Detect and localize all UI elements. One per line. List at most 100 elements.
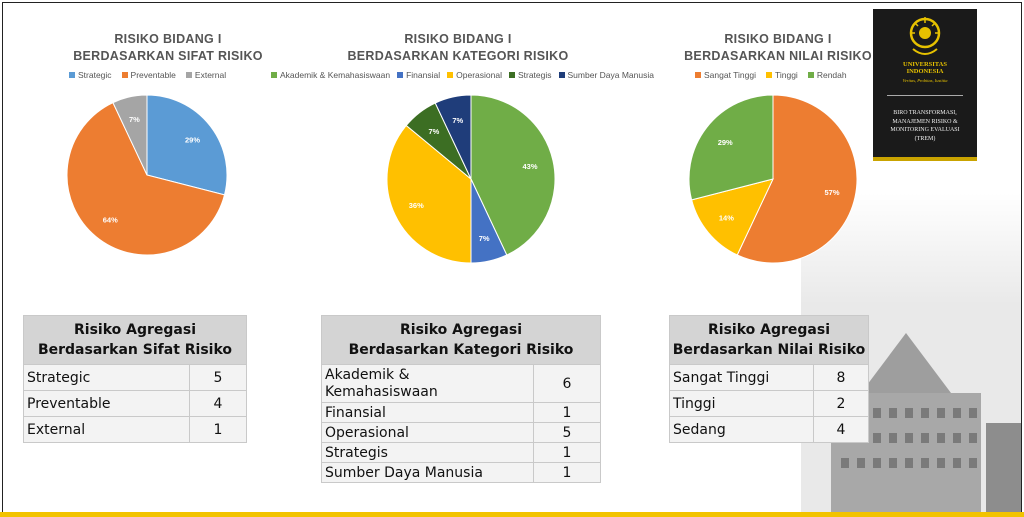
chart-3-title-line1: RISIKO BIDANG I xyxy=(724,32,832,46)
row-label: External xyxy=(23,416,190,443)
chart-1-title-line1: RISIKO BIDANG I xyxy=(114,32,222,46)
table-row: Finansial 1 xyxy=(321,402,601,423)
slice-data-label: 64% xyxy=(103,215,118,224)
legend-item: Tinggi xyxy=(765,70,798,80)
table-row: Sangat Tinggi 8 xyxy=(669,364,869,391)
row-value: 6 xyxy=(533,364,601,403)
legend-swatch xyxy=(765,72,772,78)
row-label: Strategic xyxy=(23,364,190,391)
chart-3-title: RISIKO BIDANG I BERDASARKAN NILAI RISIKO xyxy=(653,31,903,65)
logo-motto: Veritas, Probitas, Iustitia xyxy=(902,78,948,83)
row-value: 5 xyxy=(189,364,247,391)
legend-label: Tinggi xyxy=(774,70,798,80)
table-header-line1: Risiko Agregasi xyxy=(74,322,196,338)
row-value: 1 xyxy=(533,402,601,423)
pie-slice-tinggi xyxy=(691,178,774,256)
legend-item: Finansial xyxy=(397,70,440,80)
makara-emblem-icon xyxy=(909,17,941,55)
pie-slice-sumber-daya-manusia xyxy=(434,94,472,180)
chart-2-title: RISIKO BIDANG I BERDASARKAN KATEGORI RIS… xyxy=(323,31,593,65)
row-value: 5 xyxy=(533,422,601,443)
legend-swatch xyxy=(695,72,701,78)
table-header: Risiko Agregasi Berdasarkan Sifat Risiko xyxy=(23,315,247,365)
legend-swatch xyxy=(271,72,277,78)
slice-data-label: 14% xyxy=(719,214,734,223)
legend-item: Sangat Tinggi xyxy=(695,70,756,80)
row-value: 4 xyxy=(189,390,247,417)
pie-slice-rendah xyxy=(688,94,774,201)
logo-name: UNIVERSITAS INDONESIA xyxy=(873,61,977,75)
legend-item: Operasional xyxy=(447,70,502,80)
table-row: External 1 xyxy=(23,416,247,443)
slice-data-label: 29% xyxy=(185,136,200,145)
slice-data-label: 7% xyxy=(479,234,490,243)
row-label-line1: Akademik & xyxy=(325,366,410,383)
row-value: 2 xyxy=(813,390,869,417)
legend-swatch xyxy=(69,72,75,78)
row-label: Sangat Tinggi xyxy=(669,364,814,391)
table-row: Strategic 5 xyxy=(23,364,247,391)
table-row: Operasional 5 xyxy=(321,422,601,443)
pie-slice-akademik-kemahasiswaan xyxy=(470,94,556,256)
logo-unit-line4: (TREM) xyxy=(914,135,936,142)
legend-item: External xyxy=(185,70,226,80)
legend-swatch xyxy=(508,72,515,78)
chart-2-pie: 43% 7% 36% 7% 7% xyxy=(386,94,556,264)
row-label: Operasional xyxy=(321,422,534,443)
chart-2-title-line1: RISIKO BIDANG I xyxy=(404,32,512,46)
chart-1-title-line2: BERDASARKAN SIFAT RISIKO xyxy=(73,49,263,63)
table-header: Risiko Agregasi Berdasarkan Kategori Ris… xyxy=(321,315,601,365)
chart-2-legend: Akademik & Kemahasiswaan Finansial Operasi… xyxy=(271,70,654,80)
logo-unit-line1: BIRO TRANSFORMASI, xyxy=(893,110,957,116)
chart-1-title: RISIKO BIDANG I BERDASARKAN SIFAT RISIKO xyxy=(43,31,293,65)
pie-slice-preventable xyxy=(66,101,226,256)
row-label: Sedang xyxy=(669,416,814,443)
pie-slice-sangat-tinggi xyxy=(736,94,858,264)
logo-name-line1: UNIVERSITAS xyxy=(903,61,947,68)
table-row: Preventable 4 xyxy=(23,390,247,417)
slice-data-label: 29% xyxy=(718,138,733,147)
legend-label: Sangat Tinggi xyxy=(704,70,756,80)
table-header-line2: Berdasarkan Kategori Risiko xyxy=(348,342,574,358)
slice-data-label: 57% xyxy=(825,188,840,197)
aggregation-table-sifat: Risiko Agregasi Berdasarkan Sifat Risiko… xyxy=(23,315,247,443)
row-label: Strategis xyxy=(321,442,534,463)
legend-item: Akademik & Kemahasiswaan xyxy=(271,70,390,80)
legend-swatch xyxy=(447,72,454,78)
pie-slice-operasional xyxy=(386,124,472,264)
legend-label: Finansial xyxy=(406,70,441,80)
slice-data-label: 43% xyxy=(523,162,538,171)
table-row: Tinggi 2 xyxy=(669,390,869,417)
aggregation-table-kategori: Risiko Agregasi Berdasarkan Kategori Ris… xyxy=(321,315,601,483)
row-value: 1 xyxy=(533,462,601,483)
chart-1-legend: Strategic Preventable External xyxy=(69,70,226,80)
chart-3-title-line2: BERDASARKAN NILAI RISIKO xyxy=(684,49,872,63)
row-value: 1 xyxy=(189,416,247,443)
logo-divider xyxy=(887,95,963,96)
pie-slice-external xyxy=(112,94,148,176)
chart-3-legend: Sangat Tinggi Tinggi Rendah xyxy=(695,70,847,80)
logo-name-line2: INDONESIA xyxy=(906,68,944,75)
legend-item: Strategic xyxy=(69,70,112,80)
chart-1-pie: 29% 64% 7% xyxy=(66,94,228,256)
table-row: Sedang 4 xyxy=(669,416,869,443)
logo-unit-line3: MONITORING EVALUASI xyxy=(890,127,960,133)
table-row: Strategis 1 xyxy=(321,442,601,463)
slice-data-label: 7% xyxy=(129,115,140,124)
legend-label: Operasional xyxy=(456,70,502,80)
row-label: Finansial xyxy=(321,402,534,423)
table-header: Risiko Agregasi Berdasarkan Nilai Risiko xyxy=(669,315,869,365)
chart-3-pie: 57% 14% 29% xyxy=(688,94,858,264)
legend-swatch xyxy=(807,72,814,78)
row-label: Sumber Daya Manusia xyxy=(321,462,534,483)
legend-label: Strategis xyxy=(517,70,552,80)
table-header-line1: Risiko Agregasi xyxy=(708,322,830,338)
legend-swatch xyxy=(121,72,128,78)
legend-swatch xyxy=(397,72,404,78)
logo-unit-name: BIRO TRANSFORMASI, MANAJEMEN RISIKO & MO… xyxy=(879,109,971,143)
legend-item: Rendah xyxy=(807,70,847,80)
legend-swatch xyxy=(185,72,192,78)
row-label: Preventable xyxy=(23,390,190,417)
university-logo: UNIVERSITAS INDONESIA Veritas, Probitas,… xyxy=(873,9,977,161)
